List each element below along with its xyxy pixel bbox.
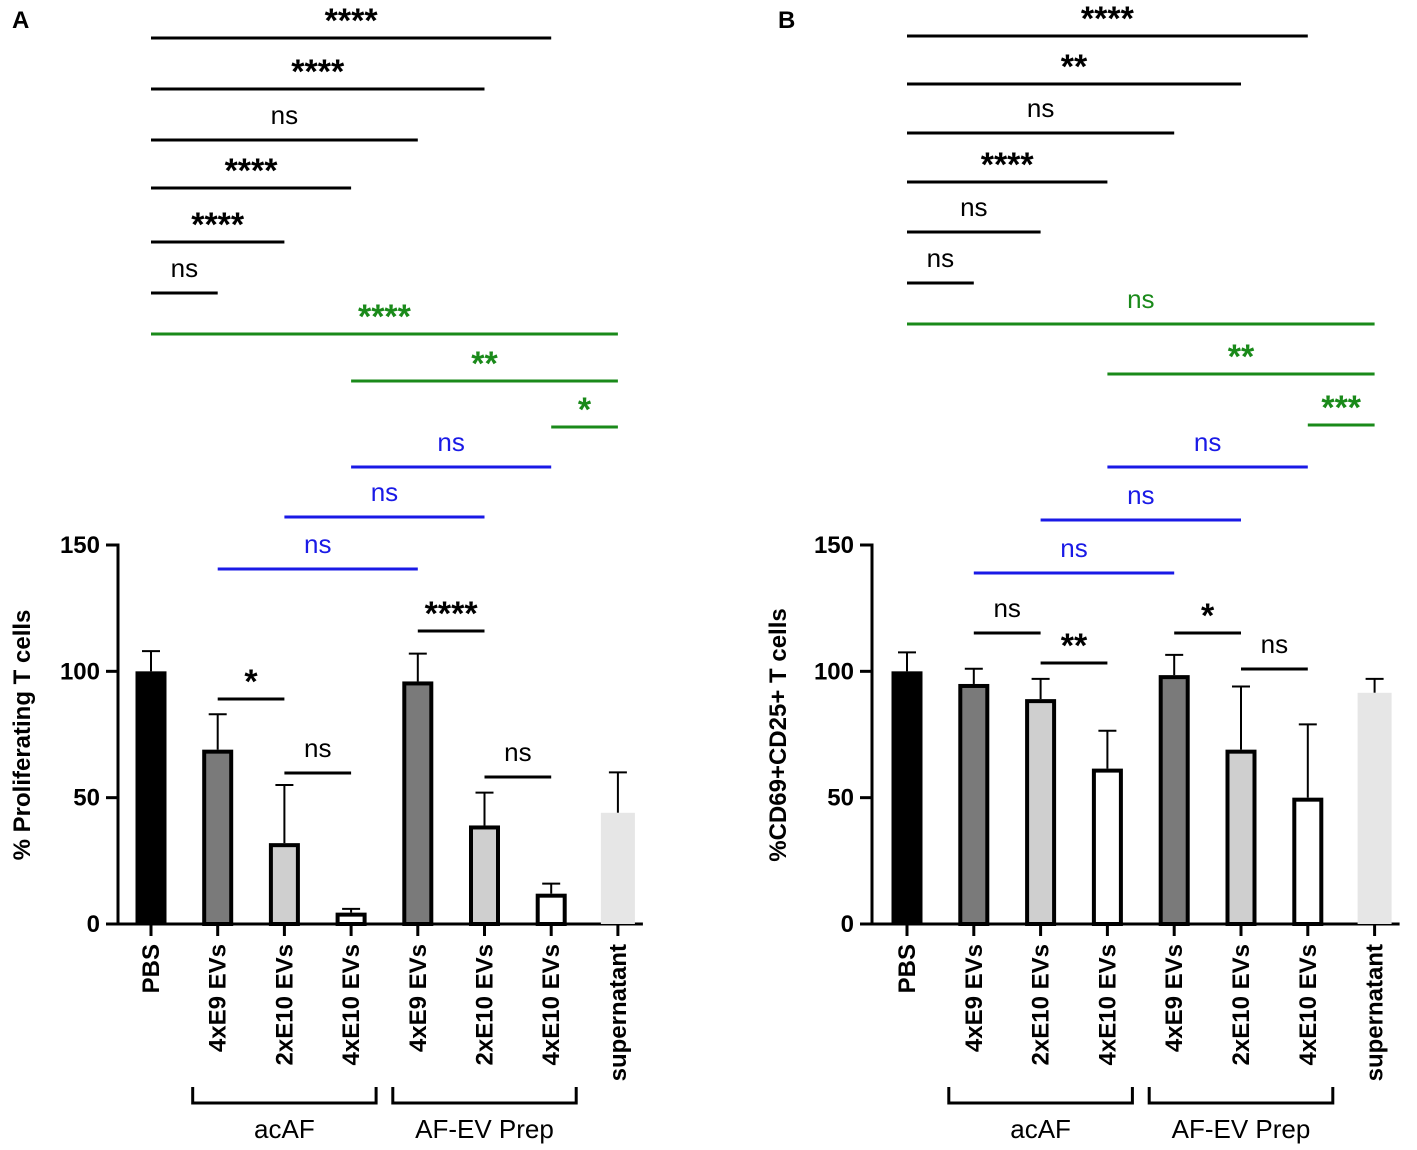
panel-b-bar: [1357, 692, 1392, 924]
panel-b-x-tick-label: 2xE10 EVs: [1228, 944, 1255, 1065]
panel-a-significance-label: ns: [304, 529, 331, 559]
panel-b-group-bracket: [1147, 1087, 1335, 1105]
panel-b-significance-label: ns: [927, 243, 954, 273]
panel-b-bar: [891, 671, 923, 924]
panel-b-bar: [1091, 768, 1123, 926]
panel-a-label: A: [12, 7, 29, 34]
panel-a-x-tick-label: 2xE10 EVs: [271, 944, 298, 1065]
panel-b-group-label: acAF: [1010, 1114, 1071, 1144]
panel-b-significance-label: ns: [960, 192, 987, 222]
panel-a-significance-label: *: [578, 391, 592, 429]
panel-b-group-bracket: [947, 1087, 1134, 1105]
panel-b-bar: [958, 683, 990, 927]
panel-b-y-axis-label: %CD69+CD25+ T cells: [765, 608, 792, 861]
panel-b-significance-label: *: [1201, 597, 1215, 635]
panel-b-significance-label: ****: [1081, 0, 1135, 38]
panel-a-significance-label: ****: [325, 2, 379, 40]
panel-b-x-tick-label: supernatant: [1362, 944, 1389, 1081]
panel-a-bar: [202, 749, 234, 926]
panel-a-significance-label: ****: [191, 206, 245, 244]
panel-b-significance-label: ns: [1127, 284, 1154, 314]
panel-a-significance-label: ns: [504, 737, 531, 767]
panel-a-bar: [402, 681, 434, 926]
panel-a-significance-label: ****: [225, 152, 279, 190]
panel-a-bar: [469, 825, 500, 927]
panel-b-significance-label: **: [1061, 48, 1088, 86]
panel-b-significance-label: ns: [1027, 93, 1054, 123]
panel-b-label: B: [778, 7, 795, 34]
panel-a-significance-label: ****: [425, 595, 479, 633]
panel-a-significance-label: ns: [371, 477, 398, 507]
panel-a-significance-label: ns: [271, 100, 298, 130]
panel-a-x-tick-label: 4xE9 EVs: [205, 944, 232, 1052]
panel-b-bar: [1225, 749, 1257, 926]
panel-a-significance-label: **: [471, 345, 498, 383]
panel-a-significance-label: ns: [171, 253, 198, 283]
panel-b-bar: [1158, 675, 1190, 927]
panel-a-x-tick-label: 2xE10 EVs: [472, 944, 499, 1065]
panel-a-y-tick-label: 0: [87, 911, 100, 938]
panel-a-bar: [335, 912, 367, 927]
panel-b-bar: [1292, 797, 1324, 927]
panel-a-y-tick-label: 100: [60, 658, 100, 685]
panel-b-significance-label: **: [1228, 338, 1255, 376]
panel-a-bar: [268, 843, 300, 926]
panel-a-significance-label: ns: [304, 733, 331, 763]
panel-a-y-tick-label: 50: [73, 785, 100, 812]
panel-a-x-tick-label: 4xE10 EVs: [538, 944, 565, 1065]
panel-a-group-bracket: [391, 1087, 578, 1105]
panel-b-x-tick-label: 4xE10 EVs: [1094, 944, 1121, 1065]
panel-a-x-tick-label: 4xE9 EVs: [405, 944, 432, 1052]
panel-a-bar: [600, 812, 635, 924]
panel-b-x-tick-label: 4xE9 EVs: [961, 944, 988, 1052]
panel-b-x-tick-label: 4xE10 EVs: [1295, 944, 1322, 1065]
panel-b-significance-label: ns: [1194, 427, 1221, 457]
panel-a-group-label: AF-EV Prep: [415, 1114, 554, 1144]
panel-a-x-tick-label: supernatant: [605, 944, 632, 1081]
panel-a-significance-label: *: [244, 663, 258, 701]
panel-b-significance-label: **: [1061, 627, 1088, 665]
panel-b-x-tick-label: 4xE9 EVs: [1161, 944, 1188, 1052]
panel-b-significance-label: ****: [981, 146, 1035, 184]
panel-b-significance-label: ns: [1261, 629, 1288, 659]
panel-b-y-tick-label: 100: [814, 658, 854, 685]
panel-b-group-label: AF-EV Prep: [1172, 1114, 1311, 1144]
panel-b-significance-label: ***: [1321, 389, 1361, 427]
panel-b-chart: 0 50 100 150 %CD69+CD25+ T cells PBS 4xE9 EVs 2…: [765, 0, 1400, 1144]
panel-a-x-tick-label: PBS: [138, 944, 165, 993]
panel-a-significance-label: ****: [291, 53, 345, 91]
panel-a-group-bracket: [191, 1087, 378, 1105]
panel-a-x-tick-label: 4xE10 EVs: [338, 944, 365, 1065]
panel-a-bar: [535, 893, 567, 926]
panel-b-y-tick-label: 0: [841, 911, 854, 938]
panel-a-bar: [135, 671, 167, 924]
panel-b-y-tick-label: 50: [827, 785, 854, 812]
panel-a-group-label: acAF: [254, 1114, 315, 1144]
panel-b-significance-label: ns: [993, 593, 1020, 623]
panel-b-y-tick-label: 150: [814, 532, 854, 559]
panel-a-y-axis-label: % Proliferating T cells: [9, 610, 36, 861]
panel-a-significance-label: ns: [437, 427, 464, 457]
panel-b-significance-label: ns: [1127, 480, 1154, 510]
panel-a-y-tick-label: 150: [60, 532, 100, 559]
panel-a-chart: 0 50 100 150 % Proliferating T cells PBS 4xE9 …: [9, 2, 643, 1144]
panel-b-x-tick-label: 2xE10 EVs: [1028, 944, 1055, 1065]
panel-b-significance-label: ns: [1060, 533, 1087, 563]
panel-b-x-tick-label: PBS: [894, 944, 921, 993]
panel-b-bar: [1025, 699, 1057, 926]
panel-a-significance-label: ****: [358, 298, 412, 336]
